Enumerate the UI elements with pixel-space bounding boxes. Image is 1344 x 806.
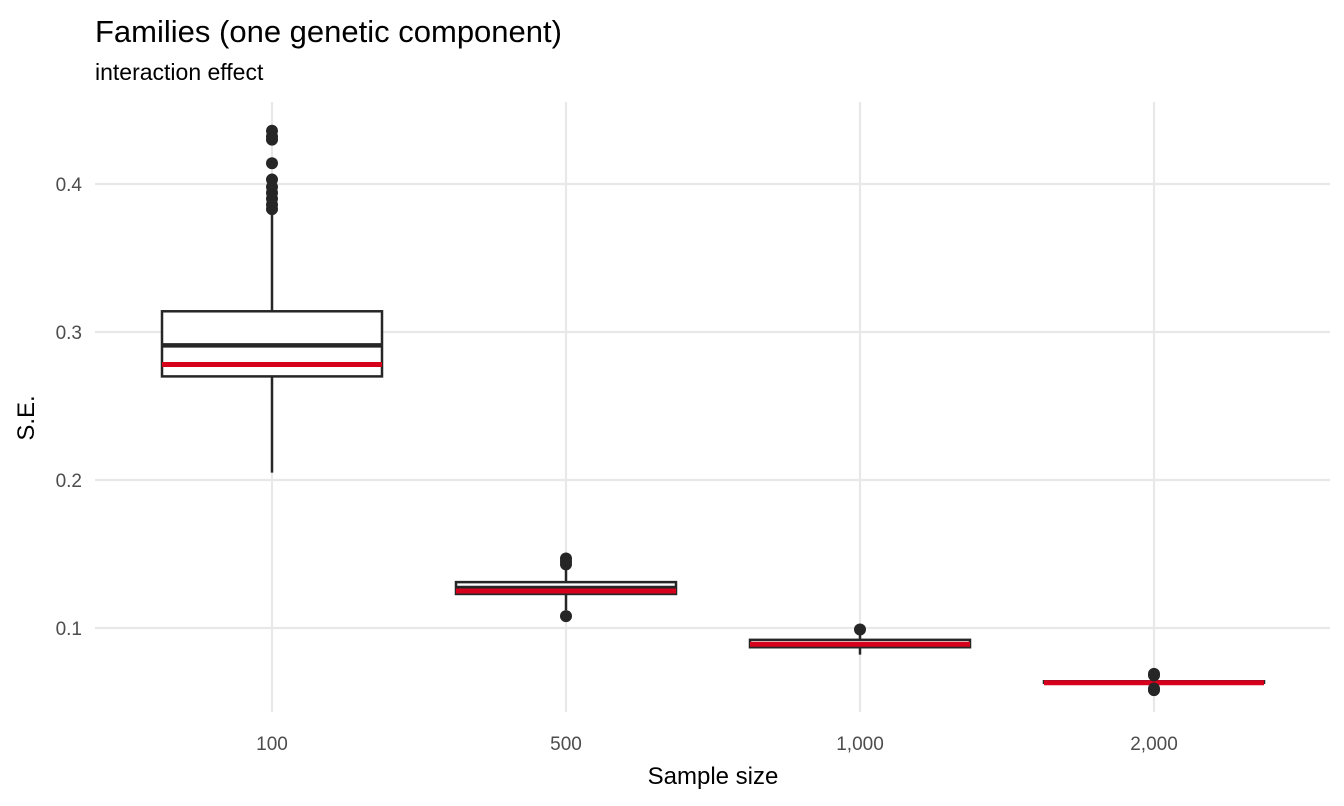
y-tick-label: 0.4	[56, 175, 83, 196]
boxes	[160, 124, 1266, 697]
x-tick-label: 100	[256, 734, 288, 755]
x-tick-label: 2,000	[1130, 734, 1178, 755]
box-group	[454, 552, 678, 623]
x-axis-title: Sample size	[648, 763, 779, 790]
outlier-point	[560, 552, 572, 565]
y-axis-title: S.E.	[13, 395, 40, 440]
y-axis-ticks: 0.1 0.2 0.3 0.4	[56, 175, 83, 640]
outlier-point	[266, 157, 278, 170]
outlier-point	[560, 610, 572, 623]
x-tick-label: 1,000	[836, 734, 884, 755]
outlier-point	[266, 173, 278, 186]
chart-title: Families (one genetic component)	[95, 14, 562, 49]
outlier-point	[1148, 667, 1160, 680]
x-tick-label: 500	[550, 734, 582, 755]
box-group	[160, 124, 384, 473]
outlier-point	[854, 623, 866, 636]
grid-lines	[95, 102, 1330, 712]
outlier-point	[266, 124, 278, 137]
x-axis-ticks: 100 500 1,000 2,000	[256, 734, 1178, 755]
chart-subtitle: interaction effect	[95, 59, 264, 85]
y-tick-label: 0.2	[56, 471, 82, 492]
box-group	[748, 623, 972, 655]
y-tick-label: 0.1	[56, 619, 82, 640]
y-tick-label: 0.3	[56, 323, 82, 344]
box-group	[1042, 667, 1266, 697]
outlier-point	[1148, 682, 1160, 695]
